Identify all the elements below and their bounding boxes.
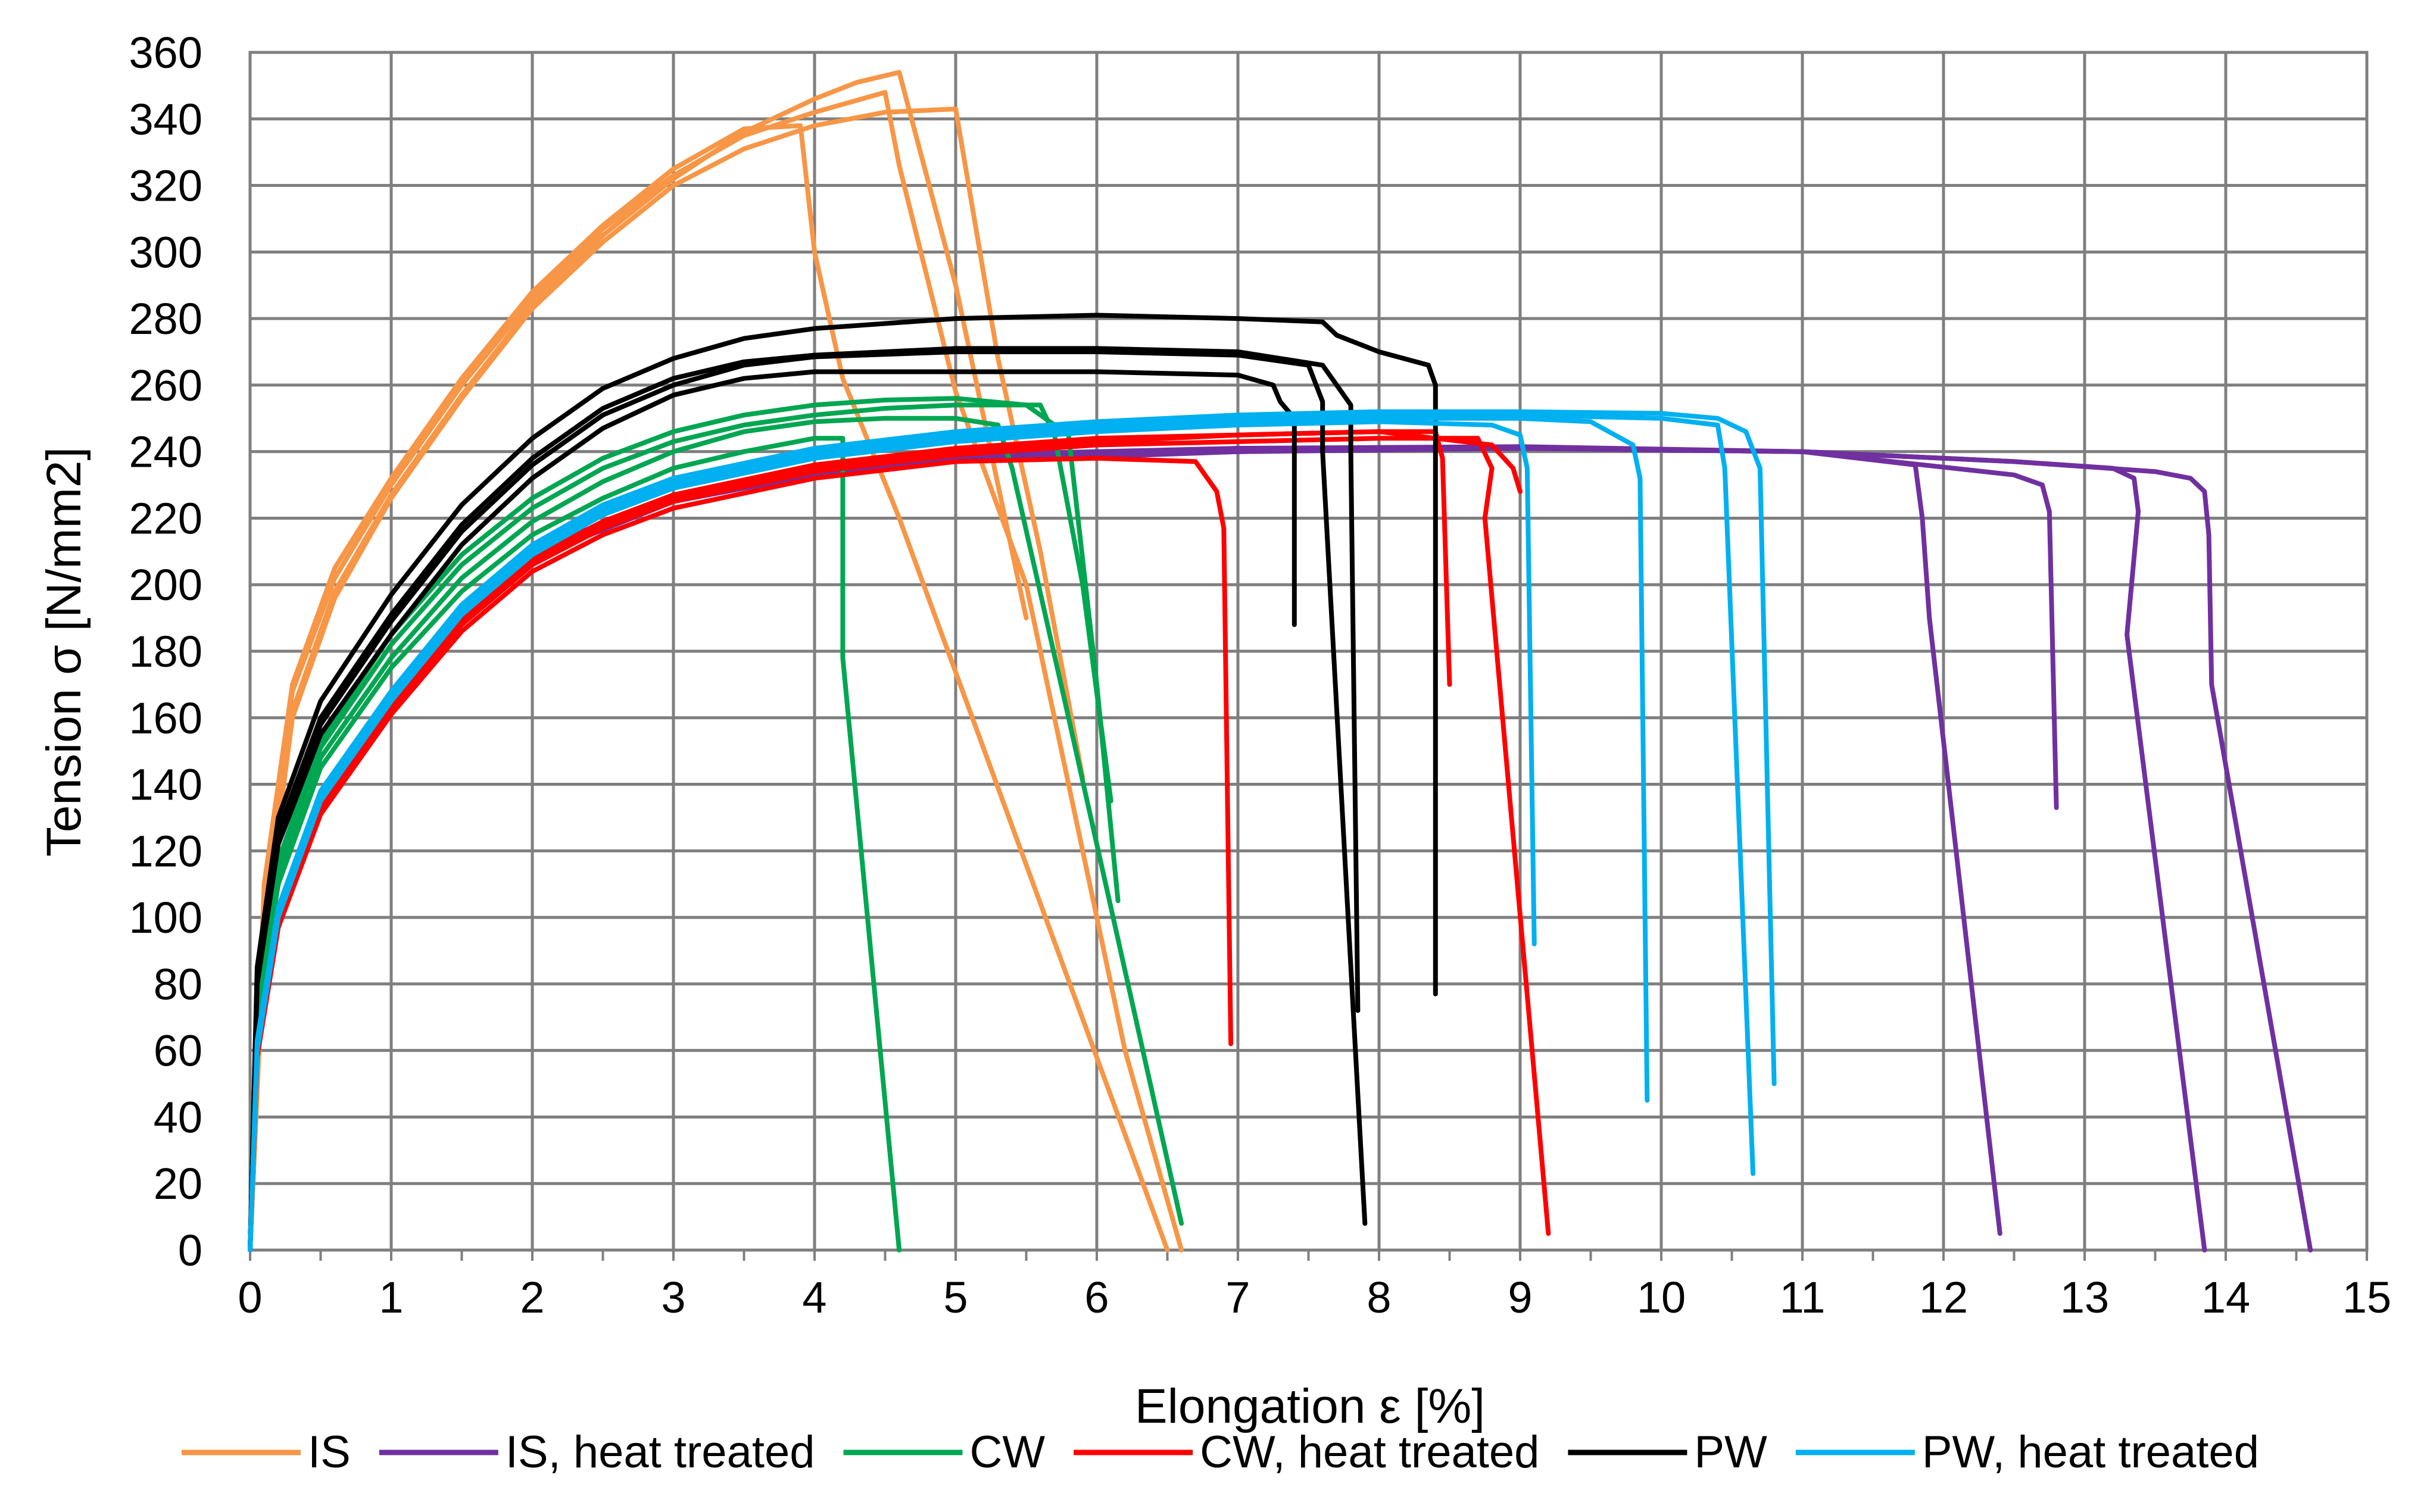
series-line xyxy=(248,436,902,1252)
y-tick-label: 240 xyxy=(129,427,202,477)
y-tick-label: 120 xyxy=(129,826,202,876)
legend-item: IS xyxy=(182,1427,351,1477)
x-tick-label: 2 xyxy=(520,1273,544,1322)
x-tick-label: 7 xyxy=(1225,1273,1250,1322)
y-tick-label: 20 xyxy=(154,1159,202,1208)
series-line xyxy=(248,409,1777,1252)
y-tick-label: 140 xyxy=(129,760,202,810)
x-tick-label: 3 xyxy=(661,1273,685,1322)
series-line xyxy=(248,369,1297,1252)
series-line xyxy=(248,107,1085,1252)
y-tick-label: 220 xyxy=(129,493,202,543)
x-tick-label: 5 xyxy=(943,1273,968,1322)
legend-label: CW, heat treated xyxy=(1200,1427,1539,1477)
y-axis-ticks: 0 20 40 60 80 100 120 140 160 180 200 220 240 260 280 3… xyxy=(129,28,202,1275)
series-line xyxy=(248,396,1121,1252)
x-tick-label: 11 xyxy=(1780,1273,1826,1322)
series-line xyxy=(248,123,1170,1252)
x-tick-label: 8 xyxy=(1367,1273,1391,1322)
y-tick-label: 60 xyxy=(154,1026,202,1076)
x-tick-label: 12 xyxy=(1919,1273,1968,1322)
legend: IS IS, heat treated CW CW, heat treated PW PW… xyxy=(182,1427,2259,1477)
x-axis-label: Elongation ε [%] xyxy=(1135,1379,1485,1433)
x-tick-label: 10 xyxy=(1637,1273,1686,1322)
series-pw-heat-treated xyxy=(248,409,1777,1252)
x-tick-label: 0 xyxy=(238,1273,262,1322)
series-group xyxy=(248,70,2313,1252)
y-tick-label: 340 xyxy=(129,95,202,144)
x-tick-label: 6 xyxy=(1084,1273,1109,1322)
y-tick-label: 0 xyxy=(178,1226,202,1275)
y-axis-label: Tension σ [N/mm2] xyxy=(37,447,91,857)
y-tick-label: 200 xyxy=(129,560,202,610)
y-tick-label: 40 xyxy=(154,1092,202,1142)
series-pw xyxy=(248,313,1438,1252)
y-tick-label: 80 xyxy=(154,960,202,1009)
legend-label: PW xyxy=(1694,1427,1767,1477)
y-tick-label: 320 xyxy=(129,161,202,211)
x-tick-label: 14 xyxy=(2201,1273,2250,1322)
legend-item: CW, heat treated xyxy=(1074,1427,1539,1477)
y-tick-label: 260 xyxy=(129,361,202,410)
y-tick-label: 280 xyxy=(129,294,202,343)
legend-label: PW, heat treated xyxy=(1922,1427,2259,1477)
x-axis-ticks: 0 1 2 3 4 5 6 7 8 9 10 11 12 13 14 15 xyxy=(238,1273,2391,1322)
legend-item: PW xyxy=(1568,1427,1767,1477)
legend-label: IS xyxy=(308,1427,351,1477)
y-tick-label: 180 xyxy=(129,627,202,676)
series-cw xyxy=(248,396,1184,1252)
x-tick-label: 13 xyxy=(2060,1273,2109,1322)
x-tick-label: 1 xyxy=(379,1273,403,1322)
y-tick-label: 100 xyxy=(129,893,202,942)
y-tick-label: 300 xyxy=(129,227,202,277)
x-tick-label: 15 xyxy=(2342,1273,2391,1322)
legend-item: IS, heat treated xyxy=(379,1427,815,1477)
legend-item: PW, heat treated xyxy=(1795,1427,2259,1477)
legend-item: CW xyxy=(843,1427,1046,1477)
series-line xyxy=(248,313,1438,1252)
x-tick-label: 4 xyxy=(802,1273,826,1322)
y-tick-label: 360 xyxy=(129,28,202,77)
plot-border xyxy=(248,51,2369,1261)
series-line xyxy=(248,346,1361,1252)
legend-label: IS, heat treated xyxy=(506,1427,815,1477)
legend-label: CW xyxy=(970,1427,1046,1477)
x-tick-label: 9 xyxy=(1508,1273,1532,1322)
y-tick-label: 160 xyxy=(129,693,202,743)
